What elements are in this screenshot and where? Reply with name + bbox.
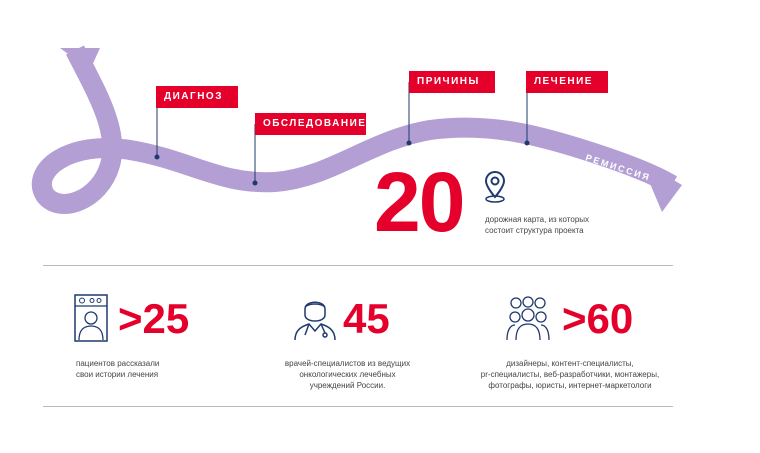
patient-card-icon xyxy=(74,294,108,342)
stat-doctors-value: 45 xyxy=(343,295,390,342)
stat-line: врачей-специалистов из ведущих xyxy=(284,359,411,368)
stat-team-text: дизайнеры, контент-специалисты, pr-специ… xyxy=(470,358,670,391)
stage-treatment: ЛЕЧЕНИЕ xyxy=(526,71,608,93)
stat-line: свои истории лечения xyxy=(76,370,159,379)
roadmap-count: 20 xyxy=(374,155,465,249)
divider xyxy=(43,265,673,266)
ribbon: РЕМИССИЯ xyxy=(31,45,682,214)
stat-line: онкологических лечебных xyxy=(299,370,396,379)
stage-causes: ПРИЧИНЫ xyxy=(409,71,495,93)
caption-line: состоит структура проекта xyxy=(485,226,584,235)
map-pin-icon xyxy=(484,170,506,203)
stage-examination: ОБСЛЕДОВАНИЕ xyxy=(255,113,366,135)
stat-doctors-text: врачей-специалистов из ведущих онкологич… xyxy=(270,358,425,391)
stat-line: дизайнеры, контент-специалисты, xyxy=(506,359,634,368)
stat-patients-text: пациентов рассказали свои истории лечени… xyxy=(76,358,159,380)
divider xyxy=(43,406,673,407)
stage-diagnosis: ДИАГНОЗ xyxy=(156,86,238,108)
caption-line: дорожная карта, из которых xyxy=(485,215,590,224)
stat-team-value: >60 xyxy=(562,295,634,342)
stat-line: pr-специалисты, веб-разработчики, монтаж… xyxy=(480,370,660,379)
roadmap-caption: дорожная карта, из которых состоит струк… xyxy=(485,214,589,236)
stat-line: пациентов рассказали xyxy=(76,359,160,368)
stat-patients-value: >25 xyxy=(118,295,190,342)
stat-line: учреждений России. xyxy=(309,381,386,390)
doctor-icon xyxy=(294,301,336,341)
team-icon xyxy=(506,296,550,341)
stat-line: фотографы, юристы, интернет-маркетологи xyxy=(488,381,652,390)
